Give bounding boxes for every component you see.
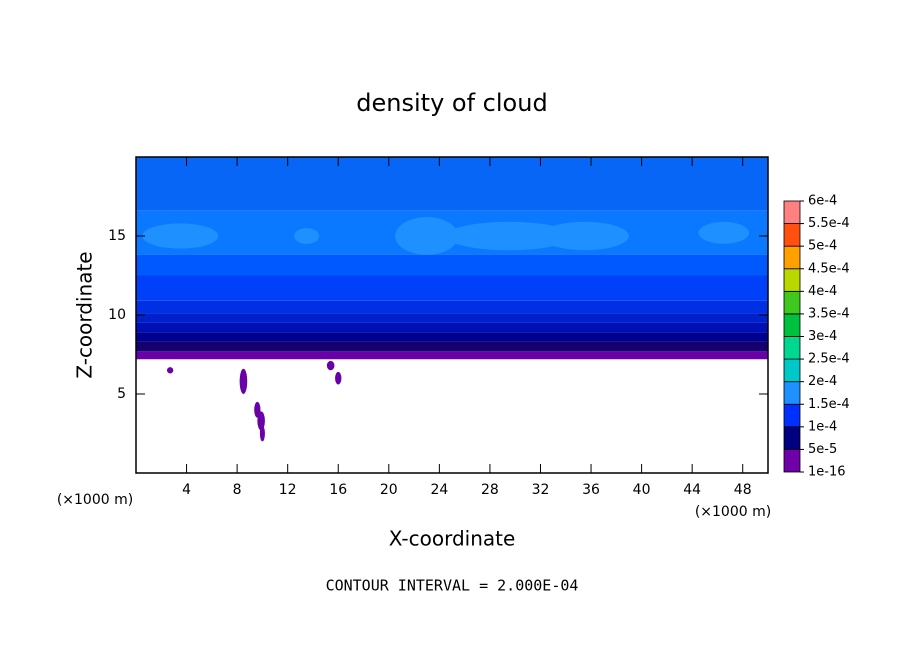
contour-band	[136, 300, 768, 314]
contour-band	[136, 322, 768, 333]
colorbar-label: 1e-4	[808, 419, 837, 434]
y-tick-label: 10	[108, 307, 126, 323]
contour-blob	[445, 221, 573, 251]
colorbar-label: 5e-5	[808, 442, 837, 457]
contour-band	[136, 332, 768, 342]
contour-band	[136, 341, 768, 352]
colorbar-box	[783, 358, 801, 383]
x-tick-label: 20	[380, 482, 398, 498]
colorbar-label: 1.5e-4	[808, 397, 850, 412]
x-tick-label: 8	[233, 482, 242, 498]
contour-blob	[395, 217, 459, 255]
contour-band	[136, 275, 768, 301]
contour-spot	[166, 367, 174, 374]
colorbar-box	[783, 426, 801, 450]
contour-band	[136, 157, 768, 211]
contour-band	[136, 254, 768, 276]
contour-blob	[698, 221, 750, 244]
colorbar-label: 5e-4	[808, 239, 837, 254]
colorbar-box	[783, 313, 801, 337]
contour-blob	[540, 221, 629, 251]
footer: CONTOUR INTERVAL = 2.000E-04	[326, 577, 579, 595]
colorbar-box	[783, 200, 801, 224]
x-tick-label: 36	[582, 482, 600, 498]
x-axis-label: X-coordinate	[389, 527, 516, 551]
contour-spot	[257, 411, 265, 431]
x-tick-label: 24	[430, 482, 448, 498]
y-tick-label: 15	[108, 228, 126, 244]
contour-spot	[326, 360, 335, 371]
colorbar-label: 4e-4	[808, 284, 837, 299]
x-tick-label: 4	[182, 482, 191, 498]
colorbar-box	[783, 381, 801, 405]
colorbar-label: 6e-4	[808, 194, 837, 209]
x-unit: (×1000 m)	[695, 504, 771, 520]
y-tick-label: 5	[117, 386, 126, 402]
x-tick-label: 28	[481, 482, 499, 498]
contour-band	[136, 313, 768, 323]
x-tick-label: 16	[329, 482, 347, 498]
contour-spot	[335, 371, 342, 385]
colorbar-box	[783, 245, 801, 270]
colorbar-box	[783, 336, 801, 360]
colorbar-label: 2.5e-4	[808, 352, 850, 367]
colorbar-box	[783, 223, 801, 247]
colorbar-label: 4.5e-4	[808, 261, 850, 276]
x-tick-label: 32	[532, 482, 550, 498]
contour-band	[136, 351, 768, 360]
contour-spot	[239, 368, 248, 394]
x-tick-label: 48	[734, 482, 752, 498]
colorbar-label: 3e-4	[808, 329, 837, 344]
colorbar-box	[783, 449, 801, 473]
x-tick-label: 40	[633, 482, 651, 498]
colorbar-label: 1e-16	[808, 465, 846, 480]
contour-spot	[259, 425, 265, 442]
colorbar-label: 2e-4	[808, 374, 837, 389]
colorbar-box	[783, 290, 801, 315]
colorbar-box	[783, 268, 801, 292]
colorbar-label: 5.5e-4	[808, 216, 850, 231]
colorbar-box	[783, 403, 801, 428]
y-axis-label: Z-coordinate	[73, 251, 97, 378]
contour-blob	[294, 228, 320, 244]
contour-blob	[142, 223, 219, 249]
y-unit: (×1000 m)	[57, 492, 133, 508]
x-tick-label: 12	[279, 482, 297, 498]
chart-title: density of cloud	[356, 89, 547, 117]
x-tick-label: 44	[683, 482, 701, 498]
colorbar-label: 3.5e-4	[808, 306, 850, 321]
